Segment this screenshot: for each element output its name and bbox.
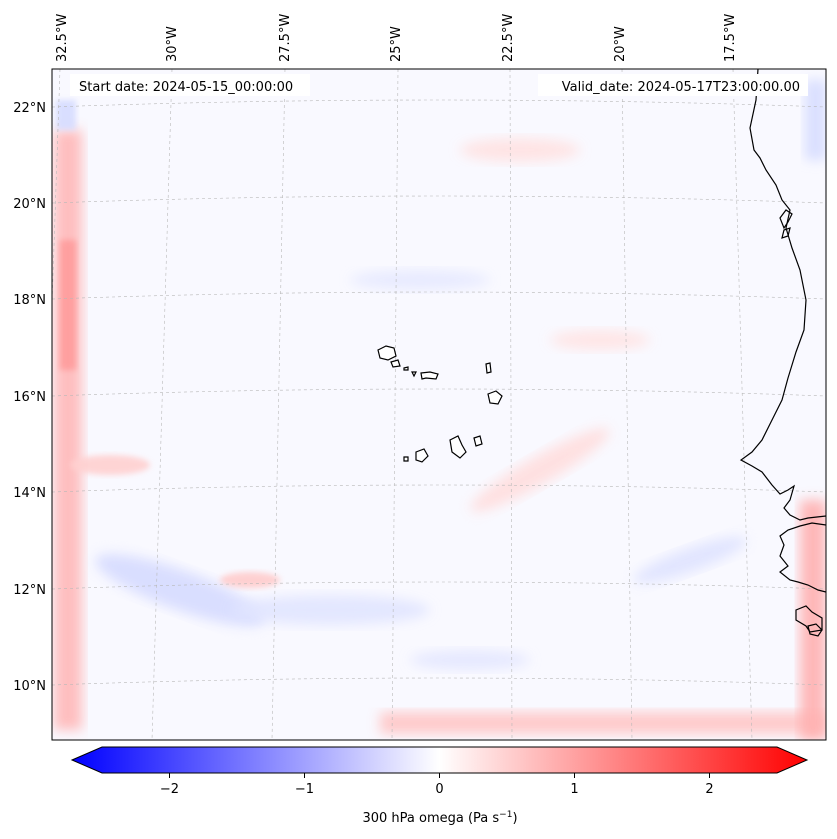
colorbar: −2 −1 0 1 2 300 hPa omega (Pa s−1) [70, 746, 809, 826]
coastline-detail [781, 227, 791, 239]
coastline-detail [807, 623, 823, 637]
island-islet [411, 371, 417, 378]
island-sao-nicolau [420, 371, 439, 380]
start-date-box [70, 74, 310, 96]
colorbar-tick-label: −1 [295, 782, 314, 797]
lon-label: 25°W [389, 26, 404, 62]
island-sao-vicente [390, 359, 401, 368]
omega-anomaly-left-edge [54, 130, 82, 730]
meridian-27.5W [271, 68, 286, 741]
island-brava [403, 456, 409, 462]
island-santa-luzia [403, 366, 409, 371]
island-santiago [449, 435, 467, 459]
omega-positive-patch [470, 428, 610, 512]
island-fogo [415, 448, 429, 463]
parallel-16N [51, 388, 827, 397]
colorbar-tick-label: −2 [160, 782, 179, 797]
colorbar-label-text: 300 hPa omega (Pa s [362, 811, 499, 826]
parallel-22N [51, 99, 827, 108]
valid-date-label: Valid_date: 2024-05-17T23:00:00.00 [562, 80, 800, 95]
latitude-labels: 22°N 20°N 18°N 16°N 14°N 12°N 10°N [13, 101, 46, 694]
meridian-30W [151, 68, 173, 741]
colorbar-ticks: −2 −1 0 1 2 [160, 773, 714, 797]
map-frame [51, 68, 827, 741]
lat-label: 12°N [13, 583, 46, 598]
colorbar-bar [70, 746, 809, 774]
lon-label: 27.5°W [278, 14, 293, 62]
lon-label: 30°W [165, 26, 180, 62]
omega-negative-patch [230, 595, 430, 625]
colorbar-tick-label: 1 [570, 782, 578, 797]
parallel-14N [51, 484, 827, 493]
omega-negative-patch [410, 650, 530, 670]
parallel-10N [51, 677, 827, 686]
field-background [52, 69, 826, 740]
coastline-detail [779, 209, 793, 230]
map-plot-area: Start date: 2024-05-15_00:00:00 Valid_da… [51, 68, 827, 741]
lat-label: 16°N [13, 390, 46, 405]
omega-anomaly-right-top [805, 80, 826, 160]
lon-label: 20°W [613, 26, 628, 62]
lat-label: 18°N [13, 293, 46, 308]
lat-label: 14°N [13, 486, 46, 501]
lat-label: 20°N [13, 197, 46, 212]
valid-date-box [538, 74, 808, 96]
colorbar-tick-label: 2 [705, 782, 713, 797]
parallel-18N [51, 291, 827, 300]
omega-negative-patch [350, 270, 490, 290]
colorbar-label-sup: −1 [499, 810, 512, 820]
omega-positive-patch [70, 455, 150, 475]
island-sal [485, 362, 492, 374]
parallel-20N [51, 195, 827, 204]
lon-label: 22.5°W [501, 14, 516, 62]
lon-label: 17.5°W [723, 14, 738, 62]
omega-negative-patch [95, 553, 265, 627]
cabo-verde-islands [377, 345, 503, 463]
lat-label: 10°N [13, 679, 46, 694]
parallel-12N [51, 581, 827, 590]
island-boa-vista [487, 390, 503, 405]
island-santo-antao [377, 345, 397, 361]
omega-anomaly-bottom-edge [380, 712, 826, 734]
meridian-25W [391, 68, 399, 741]
lat-label: 22°N [13, 101, 46, 116]
omega-positive-patch [460, 138, 580, 162]
colorbar-tick-label: 0 [435, 782, 443, 797]
graticule [51, 68, 827, 741]
meridian-22.5W [509, 68, 513, 741]
omega-positive-patch [220, 572, 280, 588]
meridian-20W [621, 68, 633, 741]
omega-negative-patch [633, 536, 747, 584]
longitude-labels: 32.5°W 30°W 27.5°W 25°W 22.5°W 20°W 17.5… [55, 14, 738, 62]
start-date-label: Start date: 2024-05-15_00:00:00 [79, 80, 293, 95]
colorbar-label: 300 hPa omega (Pa s−1) [362, 810, 517, 826]
omega-field [54, 80, 826, 740]
meridian-17.5W [732, 68, 753, 741]
island-maio [473, 435, 483, 447]
omega-anomaly-left-peak [60, 240, 76, 370]
omega-positive-patch [550, 330, 650, 350]
lon-label: 32.5°W [55, 14, 70, 62]
omega-anomaly-left-top [56, 100, 76, 130]
colorbar-label-close: ) [512, 811, 517, 826]
